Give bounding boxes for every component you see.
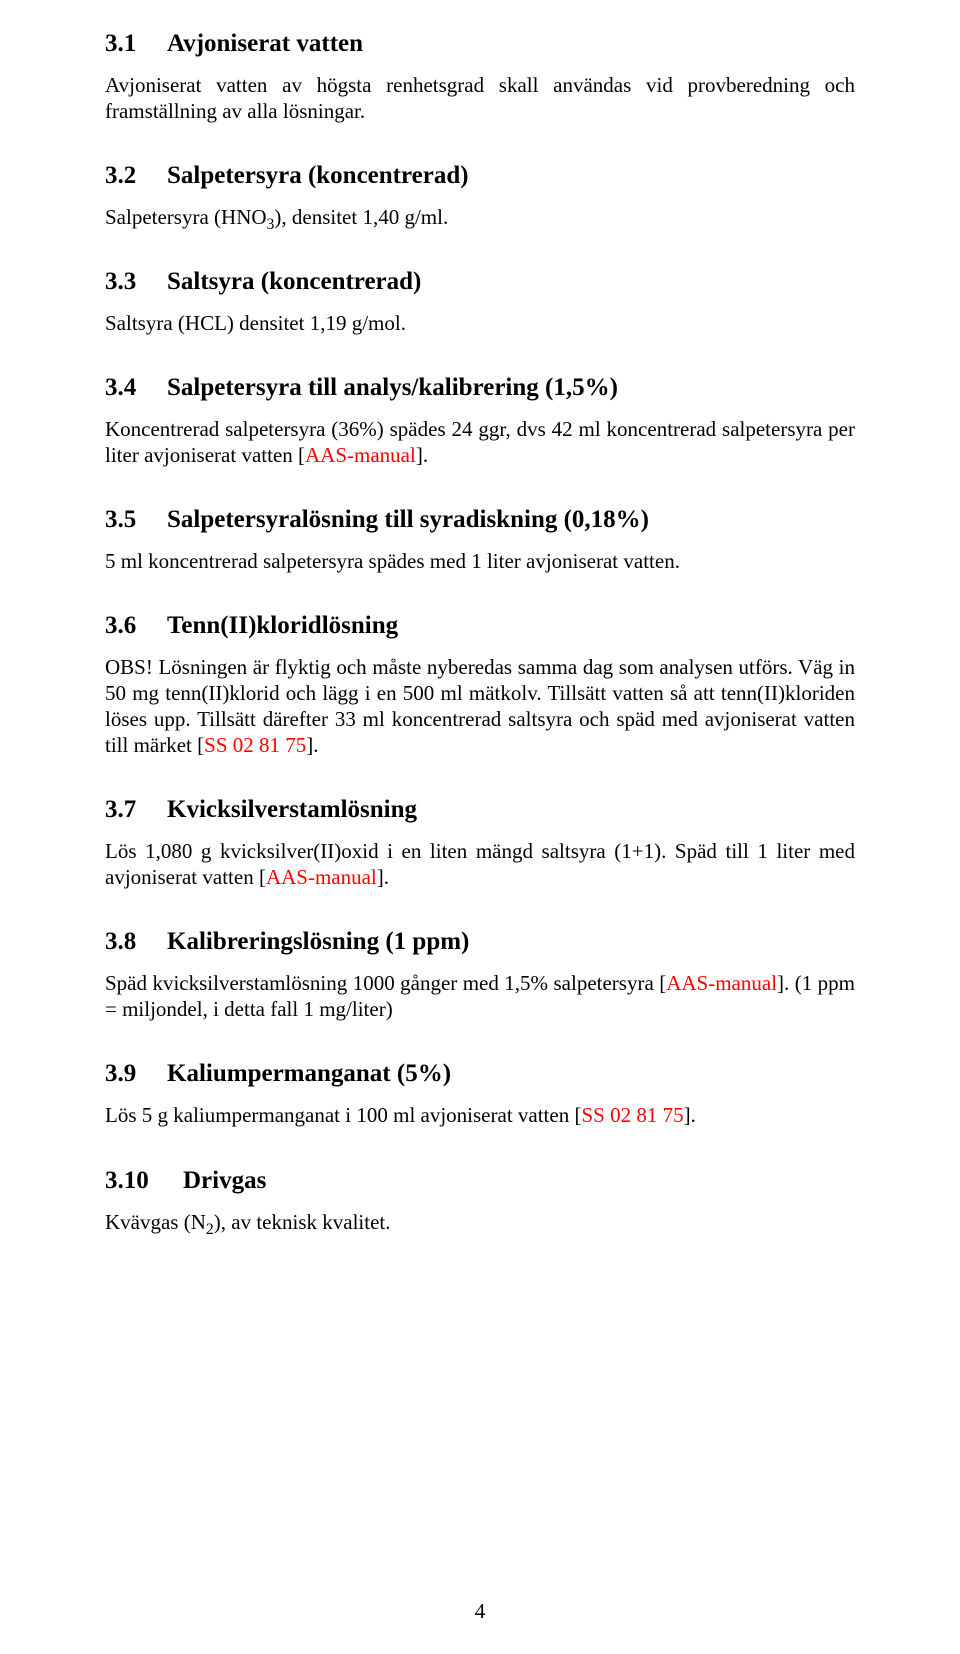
paragraph: OBS! Lösningen är flyktig och måste nybe…: [105, 654, 855, 758]
paragraph: Salpetersyra (HNO3), densitet 1,40 g/ml.: [105, 204, 855, 230]
section-number: 3.1: [105, 30, 167, 58]
text: ].: [377, 865, 389, 889]
reference: AAS-manual: [666, 971, 777, 995]
section-number: 3.5: [105, 506, 167, 534]
section-title: Saltsyra (koncentrerad): [167, 268, 421, 295]
heading-3-8: 3.8Kalibreringslösning (1 ppm): [105, 928, 855, 956]
section-title: Kvicksilverstamlösning: [167, 796, 417, 823]
paragraph: Saltsyra (HCL) densitet 1,19 g/mol.: [105, 310, 855, 336]
text: Lös 5 g kaliumpermanganat i 100 ml avjon…: [105, 1103, 581, 1127]
section-number: 3.7: [105, 796, 167, 824]
paragraph: Kvävgas (N2), av teknisk kvalitet.: [105, 1209, 855, 1235]
section-title: Salpetersyra till analys/kalibrering (1,…: [167, 374, 618, 401]
heading-3-4: 3.4Salpetersyra till analys/kalibrering …: [105, 374, 855, 402]
section-number: 3.9: [105, 1060, 167, 1088]
section-number: 3.4: [105, 374, 167, 402]
heading-3-9: 3.9Kaliumpermanganat (5%): [105, 1060, 855, 1088]
section-title: Salpetersyra (koncentrerad): [167, 162, 469, 189]
text: ].: [416, 443, 428, 467]
paragraph: Lös 1,080 g kvicksilver(II)oxid i en lit…: [105, 838, 855, 890]
heading-3-7: 3.7Kvicksilverstamlösning: [105, 796, 855, 824]
section-title: Kalibreringslösning (1 ppm): [167, 928, 469, 955]
text: ), densitet 1,40 g/ml.: [274, 205, 448, 229]
subscript: 2: [206, 1221, 214, 1238]
text: Salpetersyra (HNO: [105, 205, 267, 229]
paragraph: Lös 5 g kaliumpermanganat i 100 ml avjon…: [105, 1102, 855, 1128]
reference: SS 02 81 75: [204, 733, 306, 757]
heading-3-6: 3.6Tenn(II)kloridlösning: [105, 612, 855, 640]
text: Lös 1,080 g kvicksilver(II)oxid i en lit…: [105, 839, 855, 889]
heading-3-5: 3.5Salpetersyralösning till syradiskning…: [105, 506, 855, 534]
section-number: 3.2: [105, 162, 167, 190]
heading-3-2: 3.2Salpetersyra (koncentrerad): [105, 162, 855, 190]
text: Späd kvicksilverstamlösning 1000 gånger …: [105, 971, 666, 995]
reference: AAS-manual: [305, 443, 416, 467]
text: ].: [684, 1103, 696, 1127]
section-title: Kaliumpermanganat (5%): [167, 1060, 451, 1087]
paragraph: Avjoniserat vatten av högsta renhetsgrad…: [105, 72, 855, 124]
text: ].: [306, 733, 318, 757]
section-title: Drivgas: [183, 1167, 266, 1194]
text: Kvävgas (N: [105, 1210, 206, 1234]
heading-3-10: 3.10Drivgas: [105, 1167, 855, 1195]
text: ), av teknisk kvalitet.: [214, 1210, 391, 1234]
paragraph: Späd kvicksilverstamlösning 1000 gånger …: [105, 970, 855, 1022]
section-number: 3.8: [105, 928, 167, 956]
page-number: 4: [0, 1599, 960, 1624]
section-number: 3.6: [105, 612, 167, 640]
text: Koncentrerad salpetersyra (36%) spädes 2…: [105, 417, 855, 467]
paragraph: 5 ml koncentrerad salpetersyra spädes me…: [105, 548, 855, 574]
heading-3-3: 3.3Saltsyra (koncentrerad): [105, 268, 855, 296]
heading-3-1: 3.1Avjoniserat vatten: [105, 30, 855, 58]
section-title: Tenn(II)kloridlösning: [167, 612, 398, 639]
paragraph: Koncentrerad salpetersyra (36%) spädes 2…: [105, 416, 855, 468]
section-number: 3.10: [105, 1167, 183, 1195]
reference: SS 02 81 75: [581, 1103, 683, 1127]
document-page: 3.1Avjoniserat vatten Avjoniserat vatten…: [0, 0, 960, 1654]
reference: AAS-manual: [266, 865, 377, 889]
section-title: Salpetersyralösning till syradiskning (0…: [167, 506, 649, 533]
section-title: Avjoniserat vatten: [167, 30, 363, 57]
section-number: 3.3: [105, 268, 167, 296]
